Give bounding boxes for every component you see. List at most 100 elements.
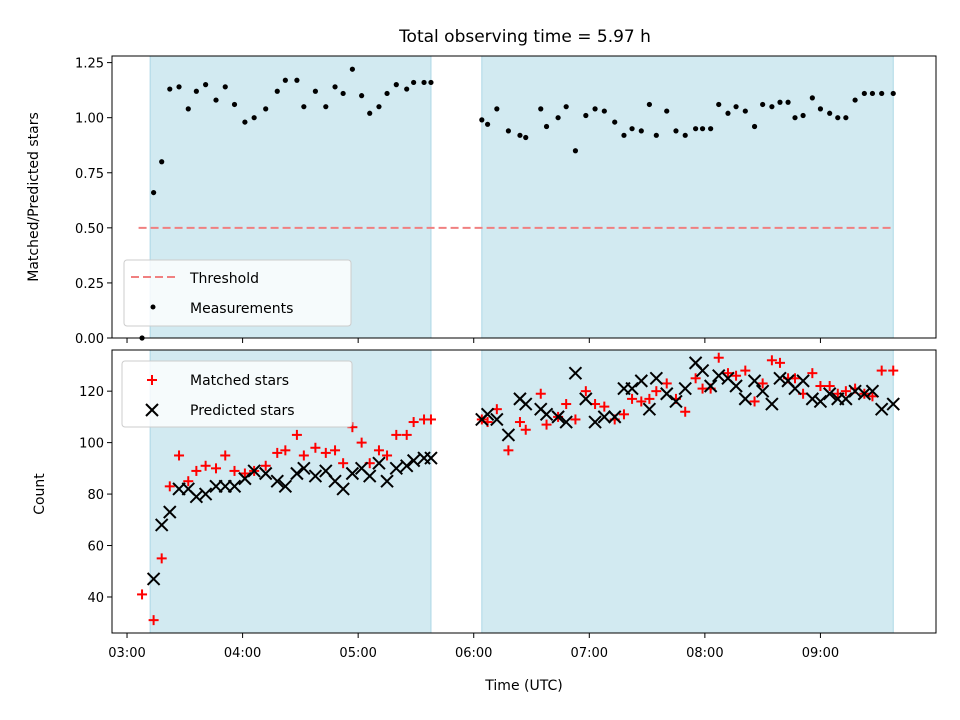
counts-plot-frame xyxy=(111,349,937,634)
top-y-tick-label: 1.00 xyxy=(75,112,104,127)
measurements-point xyxy=(693,126,699,132)
predicted-stars-point xyxy=(649,371,664,386)
predicted-stars-point xyxy=(729,379,743,393)
measurements-point xyxy=(592,106,598,112)
predicted-stars-legend-label: Predicted stars xyxy=(190,403,295,419)
measurements-point xyxy=(879,90,885,97)
measurements-point xyxy=(716,101,722,108)
matched-stars-point xyxy=(690,373,701,384)
predicted-stars-point xyxy=(163,505,177,519)
predicted-stars-point xyxy=(389,461,404,476)
measurements-point xyxy=(664,108,670,114)
ratio-plot-frame xyxy=(111,55,937,339)
matched-stars-point xyxy=(599,401,610,412)
matched-stars-point xyxy=(520,424,531,435)
matched-stars-point xyxy=(541,419,552,430)
measurements-point xyxy=(827,110,833,116)
matched-stars-point xyxy=(888,365,899,376)
measurements-point xyxy=(733,104,739,110)
measurements-point xyxy=(612,119,618,125)
measurements-point xyxy=(777,99,783,105)
predicted-stars-point xyxy=(501,428,516,442)
matched-stars-point xyxy=(200,460,211,471)
counts-legend: Matched stars Predicted stars xyxy=(121,360,353,428)
predicted-stars-point xyxy=(406,453,421,468)
measurements-point xyxy=(301,104,307,110)
measurements-point xyxy=(699,126,706,132)
matched-stars-point xyxy=(627,393,638,404)
measurements-point xyxy=(251,115,257,121)
matched-stars-point xyxy=(876,365,887,376)
predicted-stars-point xyxy=(579,392,593,406)
measurements-point xyxy=(572,148,579,154)
matched-stars-legend-label: Matched stars xyxy=(190,373,289,389)
measurements-point xyxy=(384,90,390,97)
predicted-stars-point xyxy=(551,410,565,424)
chart-title: Total observing time = 5.97 h xyxy=(398,27,651,47)
predicted-stars-point xyxy=(678,381,692,396)
measurements-point xyxy=(151,189,157,196)
measurements-point xyxy=(274,88,280,94)
measurements-point xyxy=(393,82,399,88)
predicted-stars-point xyxy=(238,471,252,486)
matched-stars-point xyxy=(174,450,185,461)
measurements-point xyxy=(742,108,748,114)
predicted-stars-point xyxy=(247,464,261,478)
predicted-stars-point xyxy=(886,397,900,411)
measurements-point xyxy=(653,132,659,138)
predicted-stars-point xyxy=(597,410,612,424)
predicted-stars-point xyxy=(608,410,622,424)
measurements-point xyxy=(817,106,824,112)
matched-stars-legend-swatch xyxy=(147,375,157,385)
measurements-point xyxy=(809,95,815,101)
top-observing-window-1 xyxy=(481,55,894,339)
predicted-stars-point xyxy=(297,461,311,476)
predicted-stars-point xyxy=(669,394,683,409)
matched-stars-point xyxy=(298,450,309,461)
ratio-legend: Threshold Measurements xyxy=(123,259,352,327)
matched-stars-point xyxy=(535,388,546,399)
matched-stars-point xyxy=(239,468,250,479)
matched-stars-point xyxy=(618,409,629,420)
measurements-point xyxy=(332,84,338,90)
predicted-stars-point xyxy=(308,469,323,483)
measurements-point xyxy=(682,132,688,138)
measurements-point xyxy=(359,93,365,99)
measurements-point xyxy=(785,99,791,105)
matched-stars-point xyxy=(260,460,271,471)
measurements-point xyxy=(484,121,491,127)
predicted-stars-point xyxy=(642,402,657,416)
predicted-stars-point xyxy=(755,384,770,398)
measurements-point xyxy=(367,110,373,116)
measurements-point xyxy=(263,106,269,112)
predicted-stars-point xyxy=(258,466,273,481)
predicted-stars-point xyxy=(372,456,386,470)
counts-y-axis-label: Count xyxy=(32,473,48,515)
predicted-stars-point xyxy=(588,415,602,429)
matched-stars-point xyxy=(651,386,662,397)
measurements-point xyxy=(193,88,199,94)
predicted-stars-point xyxy=(634,374,649,388)
matched-stars-point xyxy=(561,399,572,410)
matched-stars-point xyxy=(425,414,436,425)
measurements-point xyxy=(760,101,766,108)
top-y-tick-label: 0.00 xyxy=(75,332,104,347)
measurements-point xyxy=(800,112,806,119)
measurements-point xyxy=(538,106,544,112)
top-y-tick-label: 0.75 xyxy=(75,167,104,182)
measurements-point xyxy=(282,77,288,83)
measurements-point xyxy=(583,112,589,119)
measurements-point xyxy=(404,86,410,92)
predicted-stars-point xyxy=(703,379,718,393)
matched-stars-point xyxy=(661,378,672,389)
predicted-stars-point xyxy=(559,415,573,429)
matched-stars-point xyxy=(774,357,785,368)
bot-y-tick-label: 40 xyxy=(87,591,104,606)
matched-stars-point xyxy=(148,615,159,626)
predicted-stars-point xyxy=(773,371,787,386)
measurements-point xyxy=(869,90,876,97)
predicted-stars-point xyxy=(270,474,284,488)
matched-stars-point xyxy=(503,445,514,456)
measurements-point xyxy=(167,86,173,92)
matched-stars-point xyxy=(280,445,291,456)
